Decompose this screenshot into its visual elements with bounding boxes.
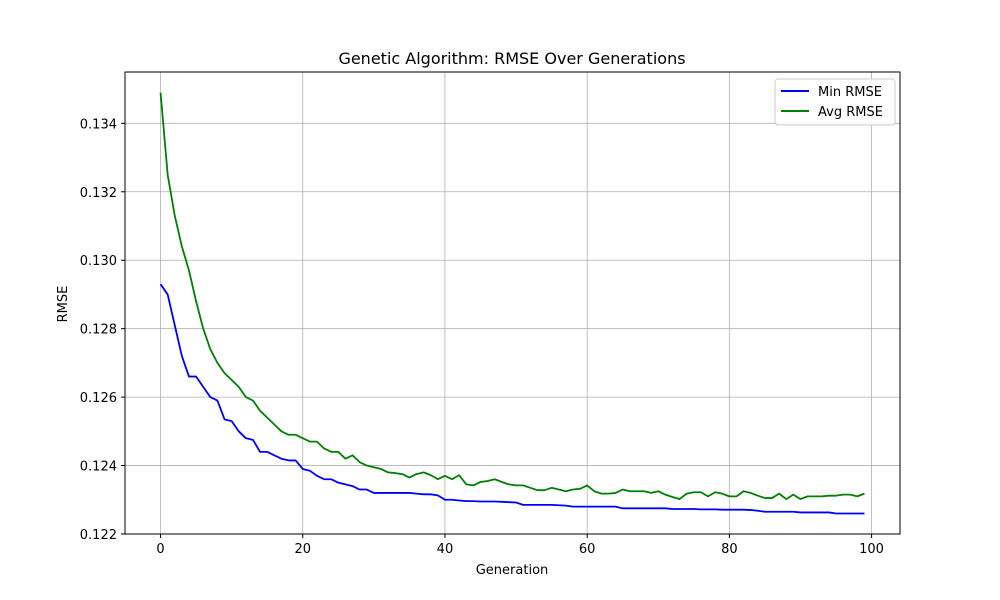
x-tick-label: 40 bbox=[437, 542, 454, 557]
x-tick-label: 0 bbox=[156, 542, 164, 557]
y-tick-label: 0.132 bbox=[80, 186, 117, 201]
chart-title: Genetic Algorithm: RMSE Over Generations bbox=[338, 49, 685, 68]
legend-label-avg-rmse: Avg RMSE bbox=[818, 105, 883, 120]
series-line-min-rmse bbox=[159, 283, 865, 515]
tick-layer: 0 20 40 60 80 100 0.122 0.124 0.126 0.128 0.130 0.1… bbox=[80, 117, 884, 557]
y-tick-label: 0.128 bbox=[80, 323, 117, 338]
y-tick-label: 0.130 bbox=[80, 254, 117, 269]
x-tick-label: 100 bbox=[859, 542, 884, 557]
y-axis-label: RMSE bbox=[56, 286, 71, 323]
y-tick-label: 0.126 bbox=[80, 391, 117, 406]
x-axis-label: Generation bbox=[476, 563, 549, 578]
series-layer bbox=[159, 92, 865, 515]
legend-label-min-rmse: Min RMSE bbox=[818, 85, 882, 100]
legend: Min RMSE Avg RMSE bbox=[774, 78, 896, 126]
x-tick-label: 60 bbox=[579, 542, 596, 557]
x-tick-label: 20 bbox=[294, 542, 311, 557]
y-tick-label: 0.122 bbox=[80, 528, 117, 543]
series-line-avg-rmse bbox=[159, 92, 865, 500]
plot-area-frame bbox=[124, 71, 901, 535]
y-tick-label: 0.134 bbox=[80, 117, 117, 132]
y-tick-label: 0.124 bbox=[80, 460, 117, 475]
x-tick-label: 80 bbox=[721, 542, 738, 557]
